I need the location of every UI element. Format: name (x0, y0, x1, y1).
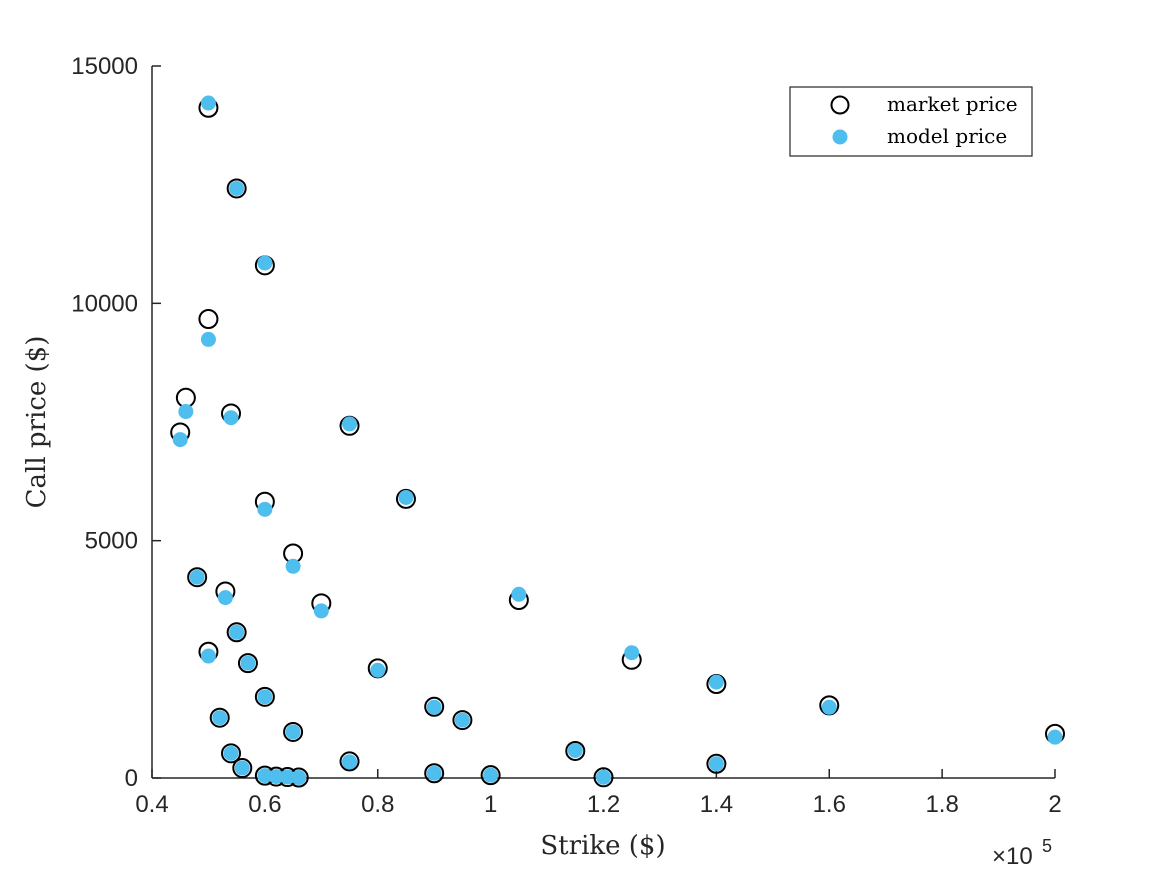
model-price-point (200, 331, 216, 347)
model-price-point (223, 410, 239, 426)
market-price-point (226, 178, 247, 199)
market-price-point (283, 721, 304, 742)
model-price-point (511, 586, 527, 602)
model-price-point (313, 603, 329, 619)
x-tick-label: 0.8 (361, 791, 394, 818)
x-tick-label: 1.8 (925, 791, 958, 818)
x-tick-label: 1.2 (587, 791, 620, 818)
legend-box (789, 86, 1033, 157)
legend-label-market-price: market price (887, 92, 1018, 116)
model-price-point (624, 645, 640, 661)
y-tick-label: 10000 (71, 290, 138, 317)
model-price-point (172, 432, 188, 448)
model-price-point (240, 655, 256, 671)
model-price-point (229, 180, 245, 196)
market-price-point (232, 758, 253, 779)
market-price-point (209, 707, 230, 728)
model-price-point (257, 768, 273, 784)
market-price-point (452, 710, 473, 731)
model-price-point (483, 767, 499, 783)
market-price-point (395, 488, 416, 509)
y-tick-label: 0 (125, 765, 138, 792)
market-price-point (226, 622, 247, 643)
model-price-point (567, 742, 583, 758)
market-price-point (424, 763, 445, 784)
model-price-point (708, 674, 724, 690)
x-tick-label: 2 (1048, 791, 1061, 818)
market-price-point (480, 765, 501, 786)
model-price-point (291, 770, 307, 786)
model-price-point (1047, 729, 1063, 745)
x-tick-label: 1 (484, 791, 497, 818)
model-price-point (285, 558, 301, 574)
legend-marker-model-price (832, 129, 848, 145)
legend: market price model price (789, 86, 1033, 157)
model-price-point (342, 754, 358, 770)
market-price-point (424, 696, 445, 717)
market-price-point (237, 653, 258, 674)
x-axis-multiplier: ×10 5 (992, 836, 1052, 870)
model-price-point (279, 769, 295, 785)
model-price-point (426, 765, 442, 781)
market-price-point (565, 740, 586, 761)
model-price-point (200, 95, 216, 111)
x-multiplier-exponent: 5 (1042, 836, 1052, 856)
y-tick-label: 15000 (71, 53, 138, 80)
model-price-point (398, 489, 414, 505)
model-price-point (342, 416, 358, 432)
x-tick-label: 1.6 (813, 791, 846, 818)
model-price-point (178, 404, 194, 420)
x-tick-label: 0.4 (135, 791, 168, 818)
model-price-point (285, 724, 301, 740)
x-tick-label: 0.6 (248, 791, 281, 818)
x-tick-label: 1.4 (700, 791, 733, 818)
model-price-point (212, 710, 228, 726)
model-price-point (426, 699, 442, 715)
model-price-point (821, 699, 837, 715)
model-price-point (257, 689, 273, 705)
market-price-point (187, 567, 208, 588)
legend-label-model-price: model price (887, 124, 1007, 148)
model-price-point (268, 769, 284, 785)
y-tick-label: 5000 (85, 528, 138, 555)
model-price-point (229, 624, 245, 640)
market-price-point (198, 308, 219, 329)
model-price-point (708, 756, 724, 772)
model-price-point (596, 769, 611, 785)
y-ticks: 0 5000 10000 15000 (71, 53, 161, 792)
model-price-point (217, 590, 233, 606)
plot-points (170, 95, 1065, 788)
market-price-point (221, 743, 242, 764)
x-ticks: 0.4 0.6 0.8 1 1.2 1.4 1.6 1.8 2 (135, 769, 1062, 818)
model-price-point (370, 662, 386, 678)
y-axis-title: Call price ($) (22, 336, 52, 509)
model-price-point (223, 745, 239, 761)
legend-marker-market-price (830, 95, 850, 115)
model-price-point (200, 648, 216, 664)
market-price-point (706, 753, 727, 774)
x-multiplier-base: ×10 (992, 843, 1033, 870)
model-price-point (454, 712, 470, 728)
model-price-point (257, 501, 273, 517)
model-price-point (257, 255, 273, 271)
market-price-point (254, 686, 275, 707)
market-price-point (339, 751, 360, 772)
model-price-point (189, 569, 205, 585)
x-axis-title: Strike ($) (540, 831, 665, 861)
model-price-point (234, 760, 250, 776)
market-price-point (593, 767, 614, 788)
axes (151, 66, 1055, 779)
